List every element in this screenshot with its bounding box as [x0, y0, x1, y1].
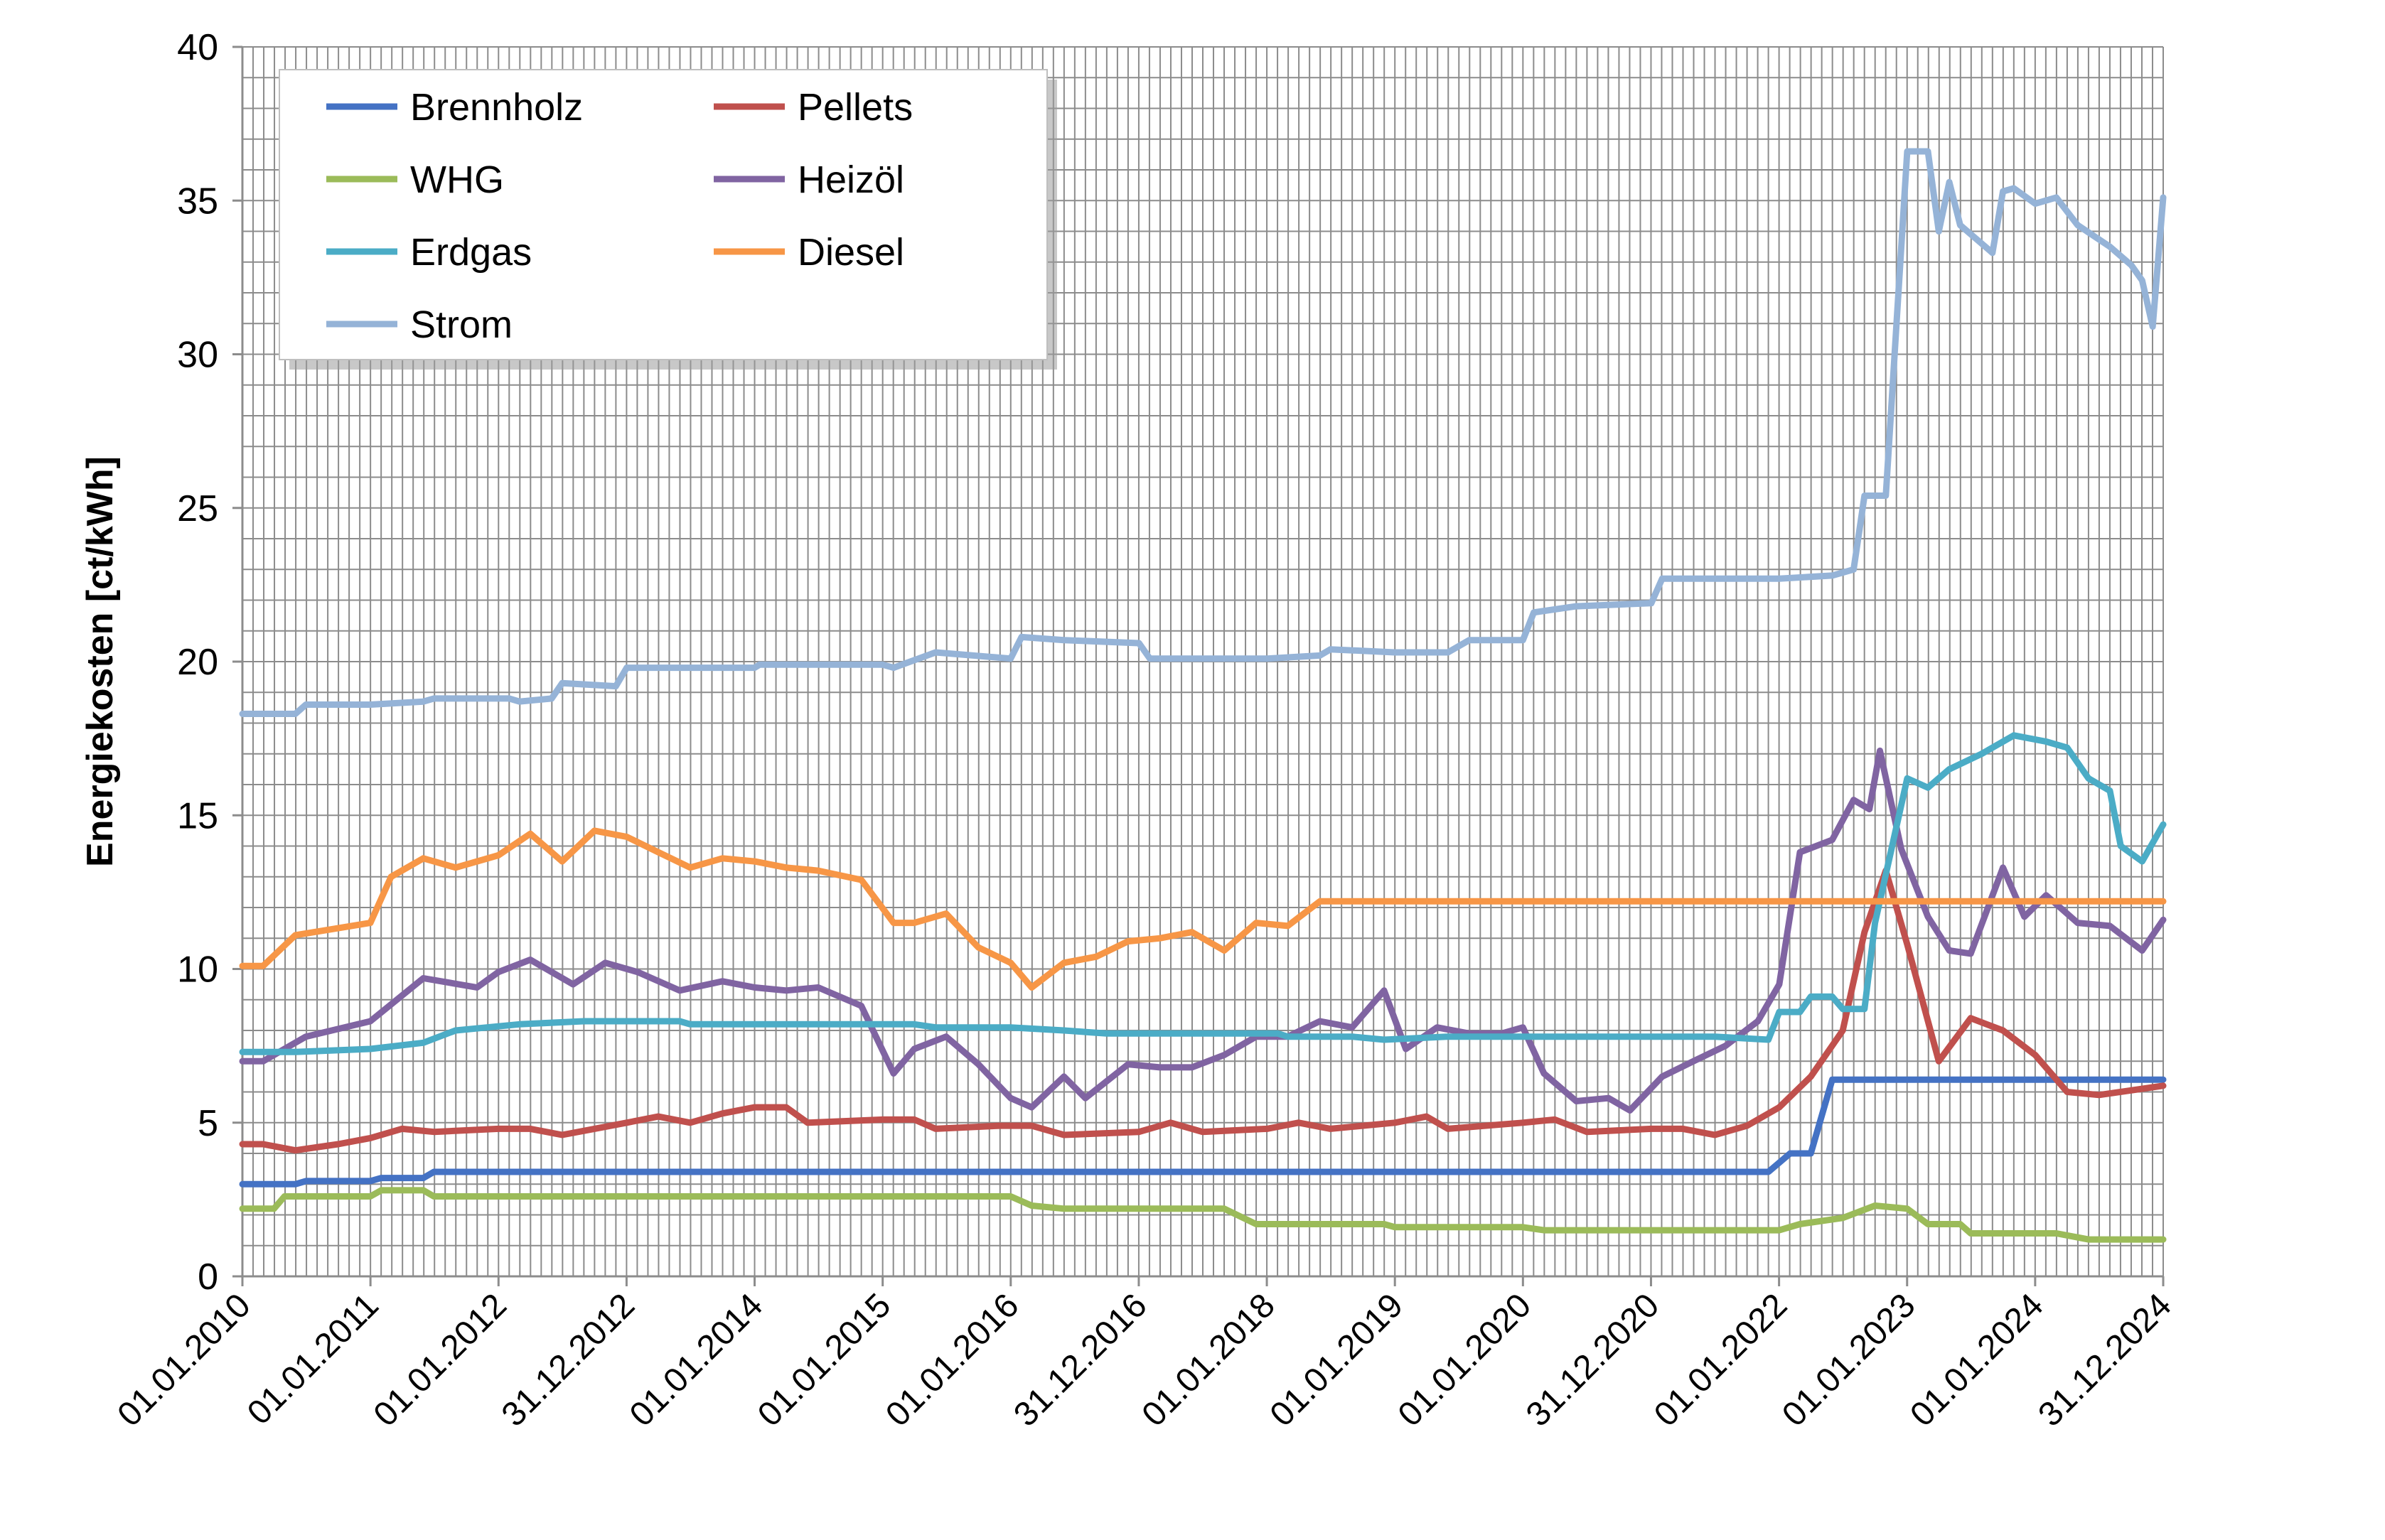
- x-tick-label: 01.01.2023: [1775, 1286, 1922, 1433]
- legend-label-whg: WHG: [410, 158, 504, 201]
- x-tick-label: 01.01.2024: [1903, 1286, 2050, 1433]
- x-tick-label: 31.12.2020: [1519, 1286, 1666, 1433]
- legend-label-erdgas: Erdgas: [410, 231, 532, 274]
- y-tick-labels: 0 5 10 15 20 25 30 35 40: [177, 27, 218, 1298]
- legend-label-diesel: Diesel: [798, 231, 904, 274]
- x-tick-label: 01.01.2016: [879, 1286, 1026, 1433]
- series-line-diesel: [239, 827, 2167, 991]
- y-tick-label: 15: [177, 795, 218, 836]
- x-tick-label: 01.01.2018: [1135, 1286, 1282, 1433]
- x-tick-label: 01.01.2020: [1391, 1286, 1538, 1433]
- series-line-strom: [239, 148, 2167, 717]
- x-tick-label: 01.01.2010: [110, 1286, 257, 1433]
- x-tick-label: 01.01.2015: [751, 1286, 898, 1433]
- axes: [232, 45, 2165, 1286]
- x-tick-label: 01.01.2011: [240, 1286, 386, 1432]
- y-tick-label: 40: [177, 27, 218, 68]
- series-line-brennholz: [239, 1076, 2167, 1188]
- x-tick-label: 31.12.2016: [1007, 1286, 1154, 1433]
- y-tick-label: 30: [177, 335, 218, 376]
- series-line-erdgas: [239, 732, 2167, 1055]
- y-tick-label: 20: [177, 642, 218, 683]
- x-tick-label: 01.01.2019: [1263, 1286, 1410, 1433]
- legend-box: [279, 69, 1048, 360]
- legend: Brennholz Pellets WHG Heizöl Erdgas Diesel Str…: [279, 69, 1057, 370]
- legend-label-pellets: Pellets: [798, 86, 913, 129]
- y-tick-label: 25: [177, 488, 218, 529]
- series-lines: [239, 148, 2167, 1243]
- y-tick-label: 35: [177, 181, 218, 222]
- y-tick-label: 10: [177, 949, 218, 991]
- legend-label-heizöl: Heizöl: [798, 158, 904, 201]
- series-line-heizöl: [239, 747, 2167, 1114]
- x-tick-label: 01.01.2022: [1647, 1286, 1794, 1433]
- y-tick-label: 5: [198, 1103, 218, 1144]
- legend-label-brennholz: Brennholz: [410, 86, 583, 129]
- grid-lines: [242, 46, 2164, 1277]
- x-tick-label: 31.12.2012: [495, 1286, 642, 1433]
- series-line-whg: [239, 1187, 2167, 1243]
- x-tick-labels: 01.01.201001.01.201101.01.201231.12.2012…: [110, 1286, 2178, 1433]
- series-line-pellets: [239, 867, 2167, 1154]
- y-tick-label: 0: [198, 1256, 218, 1298]
- x-tick-label: 01.01.2014: [623, 1286, 770, 1433]
- legend-label-strom: Strom: [410, 303, 513, 346]
- x-tick-label: 01.01.2012: [367, 1286, 514, 1433]
- y-axis-label: Energiekosten [ct/kWh]: [80, 456, 121, 867]
- x-tick-label: 31.12.2024: [2031, 1286, 2178, 1433]
